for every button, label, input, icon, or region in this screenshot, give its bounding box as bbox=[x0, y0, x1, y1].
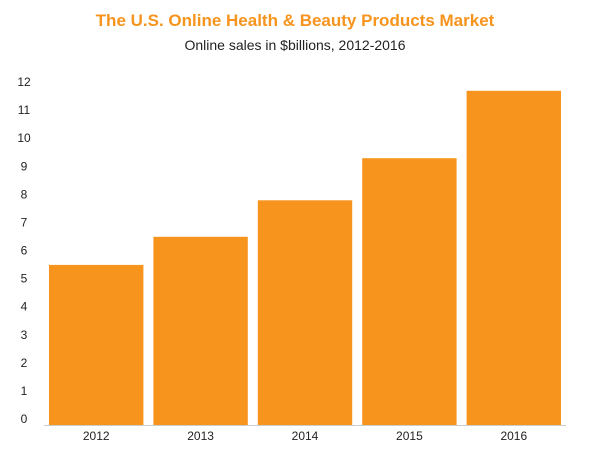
bar-2013 bbox=[153, 236, 248, 425]
chart-subtitle: Online sales in $billions, 2012-2016 bbox=[184, 37, 406, 53]
y-tick-label: 11 bbox=[18, 103, 31, 117]
y-tick-label: 6 bbox=[21, 244, 28, 258]
y-tick-label: 7 bbox=[21, 215, 28, 229]
y-tick-label: 8 bbox=[21, 187, 28, 201]
y-tick-label: 5 bbox=[21, 272, 28, 286]
y-tick-label: 9 bbox=[21, 159, 28, 173]
x-tick-label: 2014 bbox=[292, 429, 319, 443]
y-tick-label: 12 bbox=[17, 75, 31, 89]
y-tick-label: 1 bbox=[21, 384, 28, 398]
x-axis: 2012 2013 2014 2015 2016 bbox=[83, 429, 528, 443]
y-tick-label: 10 bbox=[17, 131, 31, 145]
x-tick-label: 2015 bbox=[396, 429, 423, 443]
x-tick-label: 2016 bbox=[500, 429, 527, 443]
bar-2014 bbox=[257, 200, 353, 425]
x-tick-label: 2012 bbox=[83, 429, 110, 443]
y-tick-label: 2 bbox=[21, 356, 28, 370]
bar-2016 bbox=[466, 90, 561, 426]
bar-2015 bbox=[362, 158, 457, 425]
chart-title: The U.S. Online Health & Beauty Products… bbox=[95, 11, 495, 30]
bars-group bbox=[49, 90, 561, 426]
bar-2012 bbox=[49, 264, 144, 425]
y-tick-label: 0 bbox=[21, 412, 28, 426]
y-tick-label: 4 bbox=[21, 300, 28, 314]
y-tick-label: 3 bbox=[21, 328, 28, 342]
x-tick-label: 2013 bbox=[187, 429, 214, 443]
